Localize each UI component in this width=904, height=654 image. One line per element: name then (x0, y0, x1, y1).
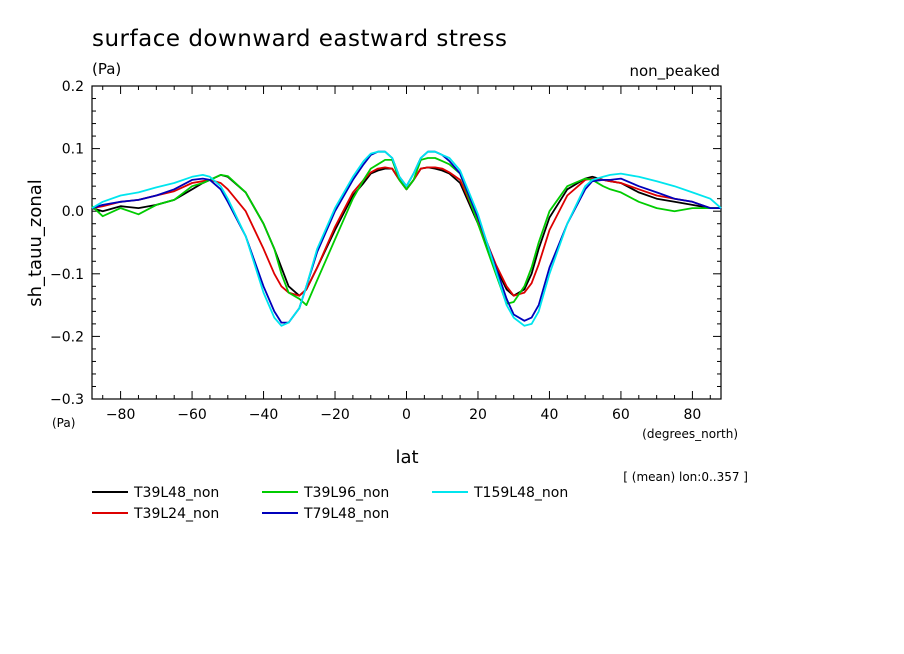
x-tick-label: 80 (683, 407, 701, 423)
y-tick-label: 0.0 (62, 204, 84, 220)
footnote: [ (mean) lon:0..357 ] (623, 470, 748, 484)
y-tick-label: 0.1 (62, 142, 84, 158)
x-axis-label: lat (395, 447, 418, 468)
y-tick-label: 0.2 (62, 79, 84, 95)
x-tick-label: 20 (469, 407, 487, 423)
y-axis-label: sh_tauu_zonal (25, 179, 46, 307)
plot-frame (91, 85, 722, 400)
legend-label: T39L48_non (133, 485, 219, 501)
x-tick-label: 60 (612, 407, 630, 423)
axis-ticks: −80 −60 −40 −20 0 20 40 60 80 0.2 0.1 0.0 −0.1 −0.2 −0… (50, 79, 721, 423)
y-unit-label: (Pa) (52, 416, 75, 430)
x-tick-label: 0 (402, 407, 411, 423)
x-tick-label: −20 (320, 407, 350, 423)
x-tick-label: −60 (177, 407, 207, 423)
x-tick-label: 40 (541, 407, 559, 423)
legend-label: T159L48_non (473, 485, 568, 501)
chart-title: surface downward eastward stress (92, 26, 507, 52)
legend-label: T39L24_non (133, 506, 219, 522)
x-tick-label: −40 (249, 407, 279, 423)
legend-label: T39L96_non (303, 485, 389, 501)
series-line-t159l48-non (91, 150, 722, 327)
annotation-label: non_peaked (629, 62, 720, 81)
series-line-t79l48-non (91, 150, 721, 324)
x-unit-label: (degrees_north) (642, 427, 738, 441)
y-tick-label: −0.3 (50, 392, 84, 408)
legend: T39L48_non T39L24_non T39L96_non T79L48_non… (92, 485, 568, 522)
y-tick-label: −0.1 (50, 267, 84, 283)
units-label: (Pa) (92, 60, 121, 78)
x-tick-label: −80 (106, 407, 136, 423)
y-tick-label: −0.2 (50, 329, 84, 345)
series-lines (91, 150, 722, 327)
legend-label: T79L48_non (303, 506, 389, 522)
